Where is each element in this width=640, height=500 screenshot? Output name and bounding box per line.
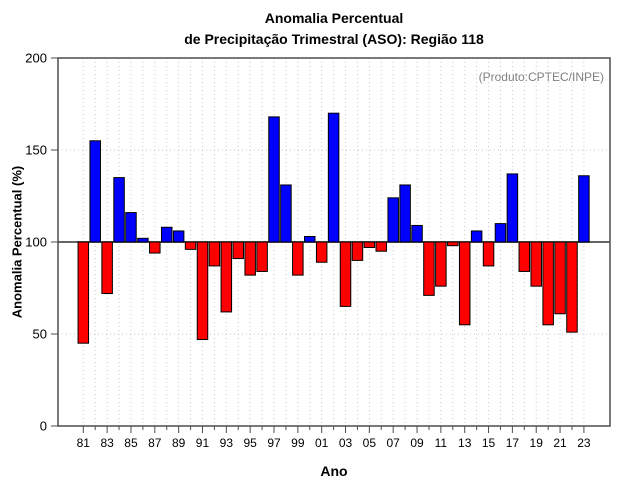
bar-96 [256,241,268,272]
bar-19 [530,241,542,287]
bar-13 [458,241,471,326]
x-tick-label: 89 [172,436,186,450]
bar-88 [160,226,173,243]
bar-02 [327,112,340,243]
bar-14 [470,230,483,243]
bar-04 [351,241,364,261]
chart-title-line2: de Precipitação Trimestral (ASO): Região… [184,31,484,47]
bar-93 [220,241,233,313]
bar-16 [494,223,507,243]
bar-97 [268,116,280,243]
bar-09 [411,224,423,243]
bar-83 [101,241,113,295]
bar-17 [506,173,519,243]
bar-18 [518,241,531,272]
chart-title-line1: Anomalia Percentual [264,10,404,26]
bar-95 [244,241,256,276]
y-tick-label: 0 [40,419,47,434]
x-tick-label: 81 [77,436,91,450]
bar-82 [89,140,101,243]
x-tick-label: 99 [291,436,305,450]
bar-81 [77,241,90,344]
x-tick-label: 09 [410,436,424,450]
bar-06 [375,241,388,252]
bar-94 [232,241,244,260]
bar-10 [423,241,435,296]
bar-89 [172,230,185,243]
bar-21 [554,241,566,315]
bar-92 [208,241,221,267]
x-tick-label: 93 [220,436,234,450]
x-tick-label: 17 [506,436,520,450]
bar-23 [578,175,590,243]
x-tick-label: 21 [553,436,567,450]
bar-03 [339,241,352,307]
x-tick-label: 05 [363,436,377,450]
x-axis-title: Ano [320,463,348,479]
bar-90 [184,241,197,250]
y-tick-label: 50 [33,327,47,342]
bar-12 [447,241,459,247]
bar-20 [542,241,554,326]
bar-05 [363,241,376,249]
product-credit-label: (Produto:CPTEC/INPE) [478,70,604,84]
x-tick-label: 95 [243,436,257,450]
x-tick-label: 85 [124,436,138,450]
x-tick-label: 01 [315,436,329,450]
bar-15 [482,241,495,267]
bar-84 [113,177,125,243]
x-tick-label: 03 [339,436,353,450]
bar-00 [304,235,316,243]
bar-91 [196,241,209,341]
x-tick-label: 87 [148,436,162,450]
y-tick-label: 100 [25,235,47,250]
bar-87 [149,241,161,254]
y-tick-label: 200 [25,51,47,66]
bar-08 [399,184,411,243]
bar-98 [280,184,292,243]
x-tick-label: 23 [577,436,591,450]
x-tick-label: 19 [530,436,544,450]
x-tick-label: 91 [196,436,210,450]
bar-01 [315,241,328,263]
bar-22 [566,241,578,333]
bar-11 [435,241,447,287]
x-tick-label: 07 [387,436,401,450]
bar-85 [125,212,137,243]
x-tick-label: 11 [435,436,448,450]
chart-title: Anomalia Percentual de Precipitação Trim… [58,8,610,50]
x-tick-label: 97 [267,436,281,450]
bar-86 [137,237,149,243]
bar-07 [387,197,399,243]
x-tick-label: 83 [100,436,114,450]
x-tick-label: 13 [458,436,472,450]
bar-99 [292,241,304,276]
y-tick-label: 150 [25,143,47,158]
x-tick-label: 15 [482,436,496,450]
